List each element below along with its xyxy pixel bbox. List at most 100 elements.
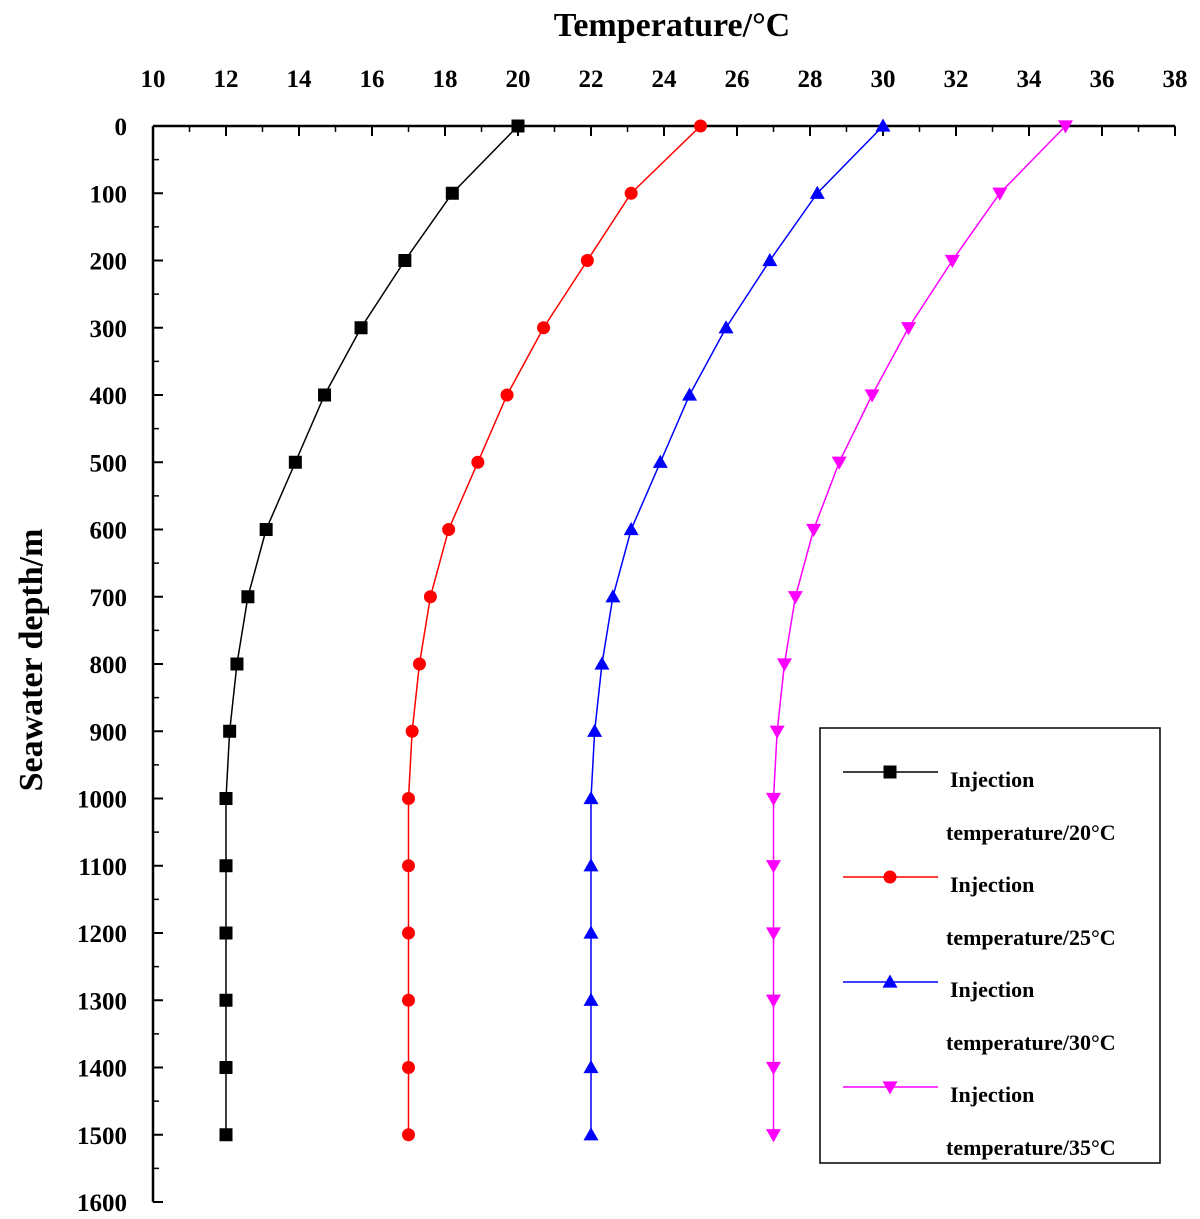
chart-title: Temperature/°C xyxy=(554,7,790,44)
data-point xyxy=(288,455,302,469)
legend-entry: Injection temperature/25°C xyxy=(843,870,1116,950)
data-point xyxy=(766,860,781,874)
series-line xyxy=(772,125,1067,1135)
series-line xyxy=(407,125,702,1135)
data-point xyxy=(219,1128,233,1142)
data-point xyxy=(766,792,781,806)
legend-label-line2: temperature/35°C xyxy=(946,1135,1116,1160)
data-point xyxy=(605,589,621,603)
data-point xyxy=(219,993,233,1007)
data-point xyxy=(442,523,456,536)
data-point xyxy=(219,926,233,940)
series-2 xyxy=(583,118,891,1141)
data-point xyxy=(766,1061,781,1075)
y-tick-label: 700 xyxy=(90,585,128,612)
legend-label-line2: temperature/25°C xyxy=(946,925,1116,950)
data-point xyxy=(762,253,778,267)
x-tick-label: 20 xyxy=(506,66,531,93)
data-point xyxy=(806,523,822,537)
legend-marker xyxy=(882,1081,898,1095)
data-point xyxy=(1058,120,1073,134)
x-tick-label: 16 xyxy=(360,66,385,93)
x-tick-label: 32 xyxy=(944,66,969,93)
data-point xyxy=(500,388,514,402)
legend-label-line1: Injection xyxy=(950,977,1034,1002)
data-point xyxy=(405,724,419,738)
legend-label-line2: temperature/30°C xyxy=(946,1030,1116,1055)
data-point xyxy=(219,859,233,873)
y-tick-label: 1300 xyxy=(77,988,127,1015)
data-point xyxy=(471,455,485,469)
legend-label-line1: Injection xyxy=(950,872,1034,897)
data-point xyxy=(718,320,734,334)
legend-entry: Injection temperature/20°C xyxy=(843,765,1116,845)
data-point xyxy=(412,657,426,671)
y-ticks: 0 100 200 300 400 500 600 700 800 900 1000 1100 1200… xyxy=(77,114,163,1217)
legend-label-line1: Injection xyxy=(950,1082,1034,1107)
data-point xyxy=(580,254,594,267)
y-tick-label: 100 xyxy=(90,181,128,208)
data-point xyxy=(769,725,785,739)
data-point xyxy=(992,187,1008,201)
y-tick-label: 500 xyxy=(90,450,128,477)
data-point xyxy=(511,119,525,133)
data-point xyxy=(402,1061,415,1074)
legend-entries: Injection temperature/20°C Injection temper… xyxy=(843,765,1116,1160)
legend-marker xyxy=(883,870,897,884)
series-line xyxy=(225,125,519,1135)
y-tick-label: 1500 xyxy=(77,1123,127,1150)
data-point xyxy=(776,658,792,672)
data-point xyxy=(875,118,891,132)
x-tick-label: 14 xyxy=(287,66,313,93)
legend-label-line1: Injection xyxy=(950,767,1034,792)
legend-entry: Injection temperature/30°C xyxy=(843,974,1116,1055)
data-point xyxy=(583,858,599,872)
y-tick-label: 200 xyxy=(90,249,128,276)
data-point xyxy=(219,792,233,805)
data-point xyxy=(587,723,603,737)
data-point xyxy=(682,387,698,401)
x-tick-label: 24 xyxy=(652,66,678,93)
data-point xyxy=(864,389,880,403)
data-point xyxy=(583,791,599,805)
data-point xyxy=(809,185,825,199)
data-point xyxy=(398,254,412,267)
y-tick-label: 600 xyxy=(90,518,128,545)
data-point xyxy=(259,523,273,536)
series-1 xyxy=(402,119,707,1142)
series-line xyxy=(590,125,884,1135)
data-point xyxy=(318,388,332,402)
data-point xyxy=(831,456,847,470)
y-tick-label: 1000 xyxy=(77,787,127,814)
legend-marker xyxy=(882,974,898,988)
data-point xyxy=(766,1129,781,1143)
data-point xyxy=(583,1127,599,1141)
legend-box xyxy=(819,727,1161,1164)
series-3 xyxy=(766,120,1073,1143)
data-point xyxy=(354,321,368,335)
data-point xyxy=(594,656,610,670)
data-point xyxy=(402,859,415,873)
data-point xyxy=(766,994,781,1008)
data-point xyxy=(652,454,668,468)
data-point xyxy=(694,119,707,133)
data-point xyxy=(623,522,639,536)
data-point xyxy=(402,926,415,940)
y-tick-label: 0 xyxy=(115,114,128,141)
x-ticks: 10 12 14 16 18 20 22 24 26 28 30 32 34 36 38 xyxy=(141,66,1188,136)
y-tick-label: 300 xyxy=(90,316,128,343)
data-point xyxy=(241,590,255,604)
x-tick-label: 38 xyxy=(1163,66,1188,93)
data-point xyxy=(624,186,638,200)
y-tick-label: 1100 xyxy=(78,854,127,881)
data-point xyxy=(766,927,781,941)
y-tick-label: 1600 xyxy=(77,1190,127,1217)
legend-label-line2: temperature/20°C xyxy=(946,820,1116,845)
data-point xyxy=(223,724,237,738)
x-tick-label: 34 xyxy=(1017,66,1043,93)
x-tick-label: 36 xyxy=(1090,66,1115,93)
x-tick-label: 12 xyxy=(214,66,239,93)
legend-marker xyxy=(883,765,897,779)
x-tick-label: 18 xyxy=(433,66,458,93)
